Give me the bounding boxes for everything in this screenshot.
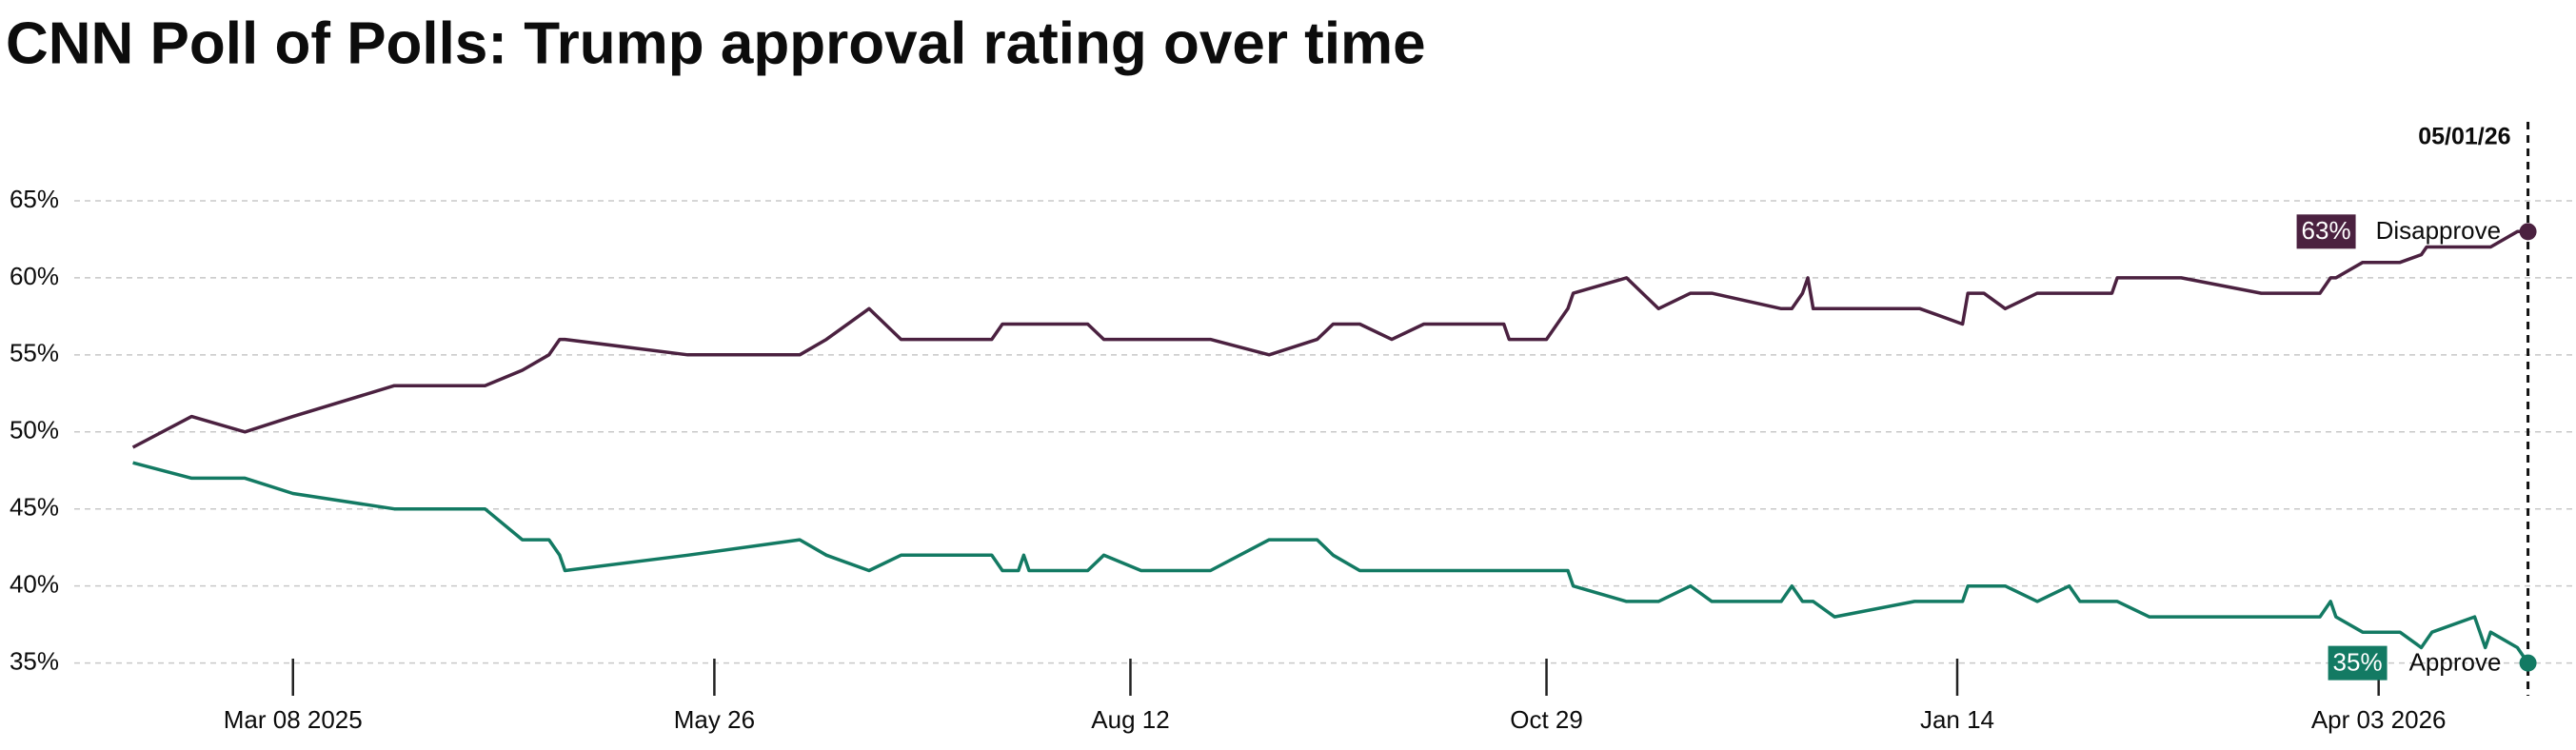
- end-dot: [2519, 223, 2537, 241]
- value-label-box: [2296, 214, 2356, 249]
- x-tick-label: Oct 29: [1510, 705, 1583, 734]
- x-tick-label: Apr 03 2026: [2311, 705, 2447, 734]
- y-tick-label: 40%: [10, 570, 59, 599]
- x-tick-label: Aug 12: [1091, 705, 1169, 734]
- y-tick-label: 35%: [10, 646, 59, 675]
- x-tick-label: May 26: [674, 705, 755, 734]
- y-tick-label: 60%: [10, 262, 59, 290]
- chart-title: CNN Poll of Polls: Trump approval rating…: [6, 10, 1426, 76]
- y-tick-label: 50%: [10, 416, 59, 444]
- x-tick-label: Mar 08 2025: [224, 705, 363, 734]
- y-tick-label: 45%: [10, 493, 59, 522]
- date-marker-label: 05/01/26: [2418, 124, 2510, 150]
- series-label: Disapprove: [2376, 216, 2502, 245]
- end-dot: [2519, 654, 2537, 672]
- value-label: 63%: [2302, 216, 2351, 245]
- value-label-box: [2328, 645, 2388, 681]
- y-tick-label: 65%: [10, 185, 59, 213]
- series-line: [131, 229, 2528, 449]
- y-tick-label: 55%: [10, 339, 59, 367]
- value-label: 35%: [2333, 647, 2383, 676]
- x-tick-label: Jan 14: [1920, 705, 1994, 734]
- series-label: Approve: [2409, 647, 2502, 676]
- series-line: [132, 461, 2530, 664]
